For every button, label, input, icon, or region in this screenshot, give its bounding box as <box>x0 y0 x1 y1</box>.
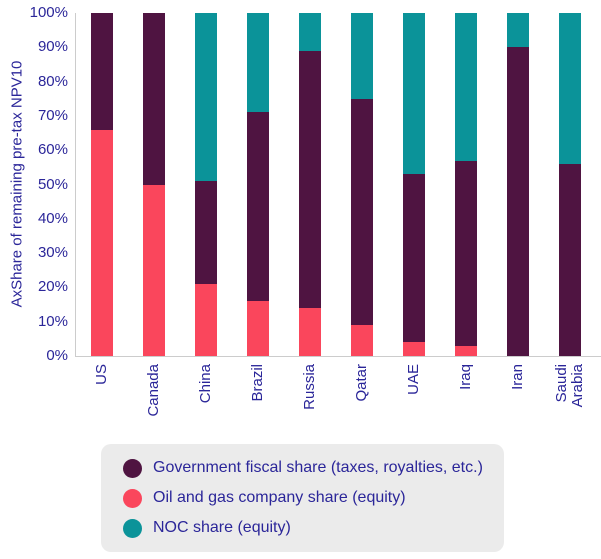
bar-segment-qatar-noc <box>351 13 373 99</box>
bar-segment-canada-government <box>143 13 165 185</box>
bar-segment-qatar-government <box>351 98 373 326</box>
bar-segment-brazil-company <box>247 301 269 356</box>
y-tick-label: 30% <box>37 244 68 262</box>
bar-segment-china-company <box>195 283 217 356</box>
bar-segment-brazil-noc <box>247 13 269 113</box>
legend-label-company: Oil and gas company share (equity) <box>153 489 406 506</box>
plot-area <box>75 13 601 357</box>
bar-segment-uae-noc <box>403 13 425 175</box>
y-tick-label: 40% <box>37 209 68 227</box>
bar-segment-iran-government <box>507 47 529 356</box>
x-axis-label-uae: UAE <box>405 364 422 395</box>
bar-segment-uae-government <box>403 174 425 343</box>
legend-item-noc: NOC share (equity) <box>123 518 504 538</box>
bar-segment-china-noc <box>195 13 217 182</box>
bar-segment-uae-company <box>403 342 425 356</box>
legend-label-noc: NOC share (equity) <box>153 519 291 536</box>
x-axis-label-us: US <box>93 364 110 385</box>
bar-segment-qatar-company <box>351 325 373 356</box>
legend-label-government: Government fiscal share (taxes, royaltie… <box>153 459 483 476</box>
y-tick-label: 20% <box>37 278 68 296</box>
legend: Government fiscal share (taxes, royaltie… <box>101 444 504 552</box>
y-tick-label: 0% <box>46 347 68 364</box>
y-tick-label: 80% <box>37 72 68 90</box>
bar-segment-iraq-company <box>455 345 477 356</box>
legend-item-government: Government fiscal share (taxes, royaltie… <box>123 458 504 478</box>
bar-segment-saudi-arabia-government <box>559 163 581 356</box>
bar-segment-russia-company <box>299 307 321 356</box>
y-tick-label: 60% <box>37 141 68 159</box>
x-axis-label-canada: Canada <box>145 364 162 417</box>
x-axis-label-saudi-arabia: Saudi Arabia <box>553 364 586 408</box>
bar-segment-saudi-arabia-noc <box>559 13 581 164</box>
x-axis-label-iraq: Iraq <box>457 364 474 390</box>
bar-segment-china-government <box>195 181 217 284</box>
legend-item-company: Oil and gas company share (equity) <box>123 488 504 508</box>
bar-segment-russia-noc <box>299 13 321 51</box>
x-axis-label-brazil: Brazil <box>249 364 266 402</box>
bar-segment-iraq-government <box>455 160 477 346</box>
legend-swatch-government <box>123 458 142 478</box>
x-axis-label-china: China <box>197 364 214 404</box>
y-tick-label: 10% <box>37 312 68 330</box>
legend-swatch-noc <box>123 518 142 538</box>
bar-segment-us-government <box>91 13 113 130</box>
bar-segment-russia-government <box>299 50 321 308</box>
x-axis-label-iran: Iran <box>509 364 526 390</box>
y-tick-label: 100% <box>29 4 68 21</box>
bar-segment-iraq-noc <box>455 13 477 161</box>
y-tick-label: 90% <box>37 38 68 56</box>
x-axis-label-qatar: Qatar <box>353 364 370 402</box>
legend-swatch-company <box>123 488 142 508</box>
bar-segment-brazil-government <box>247 112 269 302</box>
y-tick-label: 70% <box>37 106 68 124</box>
x-axis-label-russia: Russia <box>301 364 318 410</box>
bar-segment-canada-company <box>143 184 165 356</box>
y-tick-label: 50% <box>37 175 68 193</box>
bar-segment-iran-noc <box>507 13 529 48</box>
bar-segment-us-company <box>91 129 113 356</box>
